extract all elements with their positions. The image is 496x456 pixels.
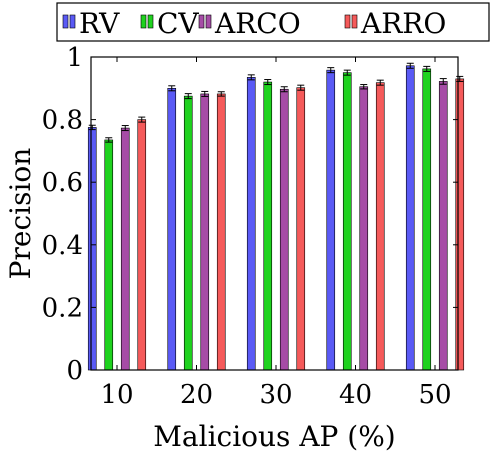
bar-arco-30 bbox=[279, 88, 289, 371]
y-tick-label: 1 bbox=[66, 43, 83, 73]
legend-label-cv: CV bbox=[157, 7, 199, 40]
legend-swatch-arco bbox=[205, 14, 212, 29]
legend-label-rv: RV bbox=[79, 7, 120, 40]
bar-arro-30 bbox=[296, 87, 306, 371]
bar-arro-50 bbox=[455, 78, 465, 371]
bar-rv-50 bbox=[405, 65, 415, 371]
bar-rv-10 bbox=[87, 127, 97, 371]
y-tick-label: 0.4 bbox=[42, 231, 83, 261]
y-tick-label: 0 bbox=[66, 356, 83, 386]
bar-arco-10 bbox=[120, 127, 130, 371]
legend-frame bbox=[56, 2, 490, 42]
bar-rv-40 bbox=[326, 69, 336, 371]
bar-arro-20 bbox=[216, 93, 226, 371]
legend: RV CV ARCO ARRO bbox=[56, 2, 490, 42]
x-tick-label: 40 bbox=[339, 380, 372, 410]
bar-arro-10 bbox=[137, 119, 147, 371]
bar-cv-30 bbox=[263, 81, 273, 371]
y-tick-label: 0.6 bbox=[42, 168, 83, 198]
x-axis-title: Malicious AP (%) bbox=[153, 420, 395, 453]
legend-swatch-arco bbox=[198, 14, 205, 29]
bar-arro-40 bbox=[375, 82, 385, 371]
bar-rv-20 bbox=[167, 88, 177, 371]
x-tick-label: 10 bbox=[100, 380, 133, 410]
legend-label-arro: ARRO bbox=[360, 7, 446, 40]
bar-arco-20 bbox=[200, 93, 210, 371]
x-tick-label: 20 bbox=[180, 380, 213, 410]
x-tick-label: 30 bbox=[259, 380, 292, 410]
bar-cv-10 bbox=[104, 139, 114, 371]
legend-swatch-cv bbox=[147, 14, 154, 29]
y-tick-label: 0.2 bbox=[42, 293, 83, 323]
x-tick-label: 50 bbox=[418, 380, 451, 410]
legend-swatch-rv bbox=[62, 14, 69, 29]
bar-rv-30 bbox=[246, 77, 256, 371]
legend-label-arco: ARCO bbox=[214, 7, 301, 40]
legend-swatch-arro bbox=[344, 14, 351, 29]
legend-swatch-cv bbox=[140, 14, 147, 29]
bar-cv-50 bbox=[422, 68, 432, 371]
y-tick-label: 0.8 bbox=[42, 106, 83, 136]
bars-layer bbox=[87, 62, 465, 371]
bar-arco-40 bbox=[359, 86, 369, 371]
y-axis-title: Precision bbox=[4, 148, 37, 280]
bar-cv-40 bbox=[342, 72, 352, 371]
legend-swatch-rv bbox=[69, 14, 76, 29]
plot-frame bbox=[90, 56, 459, 371]
bar-cv-20 bbox=[183, 95, 193, 371]
legend-swatch-arro bbox=[351, 14, 358, 29]
bar-arco-50 bbox=[438, 81, 448, 371]
axes-layer: 0 0.2 0.4 0.6 0.8 1 10 20 30 40 50 bbox=[42, 43, 458, 410]
